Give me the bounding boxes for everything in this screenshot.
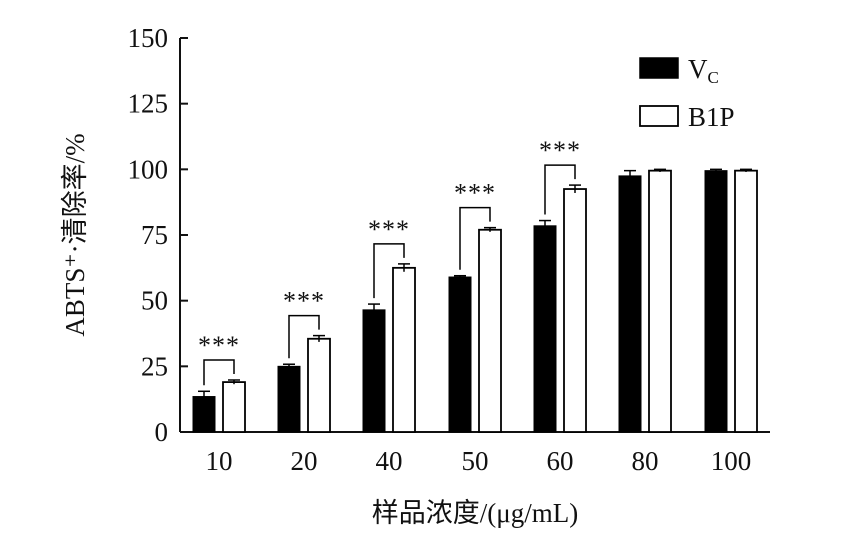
bar-b1p	[478, 228, 502, 433]
y-tick-label: 0	[155, 417, 169, 447]
x-ticks: 10 20 40 50 60 80 100	[206, 446, 752, 476]
significance-label: ***	[198, 331, 240, 360]
x-tick-label: 40	[376, 446, 403, 476]
x-tick-label: 20	[291, 446, 318, 476]
significance-bracket	[544, 164, 576, 215]
significance-label: ***	[539, 136, 581, 165]
y-tick-label: 100	[128, 154, 169, 184]
significance-label: ***	[283, 287, 325, 316]
y-axis-label: ABTS⁺·清除率/%	[60, 133, 90, 336]
bar-vc	[618, 175, 642, 433]
x-tick-label: 60	[547, 446, 574, 476]
x-tick-label: 100	[711, 446, 752, 476]
bar-vc	[704, 170, 728, 433]
y-tick-label: 75	[141, 220, 168, 250]
bar-b1p	[563, 188, 587, 433]
significance-bracket	[373, 243, 405, 299]
bar-vc	[277, 365, 301, 433]
significance-bracket	[203, 359, 235, 386]
y-tick-label: 150	[128, 23, 169, 53]
significance-brackets: *** *** *** *** ***	[198, 136, 581, 386]
bar-vc	[362, 309, 386, 433]
x-tick-label: 50	[462, 446, 489, 476]
bar-b1p	[648, 169, 672, 433]
y-ticks: 0 25 50 75 100 125 150	[128, 23, 188, 447]
bar-vc	[533, 225, 557, 433]
y-tick-label: 25	[141, 351, 168, 381]
significance-bracket	[288, 314, 320, 359]
bars	[192, 168, 758, 433]
y-tick-label: 50	[141, 286, 168, 316]
legend-swatch-b1p	[639, 105, 679, 127]
legend-label-b1p: B1P	[688, 102, 735, 132]
legend-label-vc: VC	[688, 54, 719, 87]
y-tick-label: 125	[128, 89, 169, 119]
bar-b1p	[734, 169, 758, 433]
bar-b1p	[392, 266, 416, 433]
significance-label: ***	[454, 179, 496, 208]
legend: VC B1P	[639, 54, 735, 132]
x-tick-label: 10	[206, 446, 233, 476]
bar-vc	[448, 276, 472, 433]
legend-swatch-vc	[639, 57, 679, 79]
significance-label: ***	[368, 215, 410, 244]
x-tick-label: 80	[632, 446, 659, 476]
significance-bracket	[459, 206, 491, 270]
x-axis-label: 样品浓度/(μg/mL)	[372, 498, 578, 528]
bar-b1p	[222, 381, 246, 433]
bar-b1p	[307, 337, 331, 433]
bar-vc	[192, 396, 216, 433]
